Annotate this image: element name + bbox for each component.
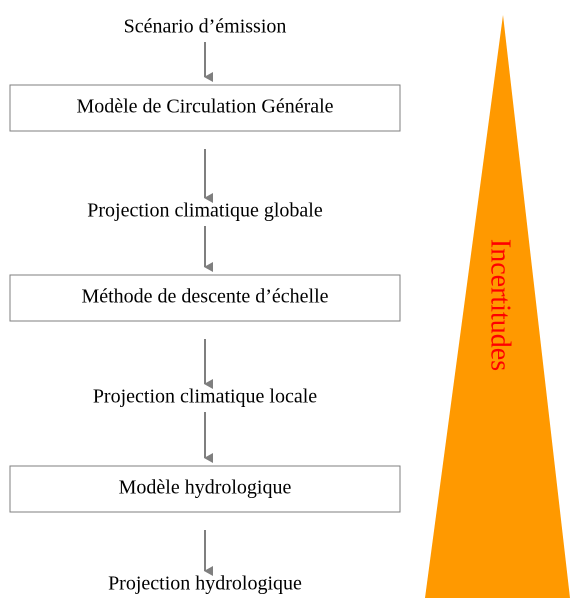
step-label: Modèle de Circulation Générale bbox=[76, 96, 333, 118]
step-label: Projection climatique locale bbox=[93, 386, 317, 408]
side-label: Incertitudes bbox=[485, 239, 516, 371]
step-box bbox=[9, 465, 401, 513]
step-label: Méthode de descente d’échelle bbox=[81, 286, 328, 308]
step-label: Modèle hydrologique bbox=[119, 477, 292, 499]
step-label: Projection hydrologique bbox=[108, 573, 302, 595]
step-label: Projection climatique globale bbox=[87, 200, 323, 222]
uncertainty-triangle bbox=[425, 15, 570, 598]
step-label: Scénario d’émission bbox=[124, 16, 287, 38]
step-box bbox=[9, 84, 401, 132]
step-box bbox=[9, 274, 401, 322]
